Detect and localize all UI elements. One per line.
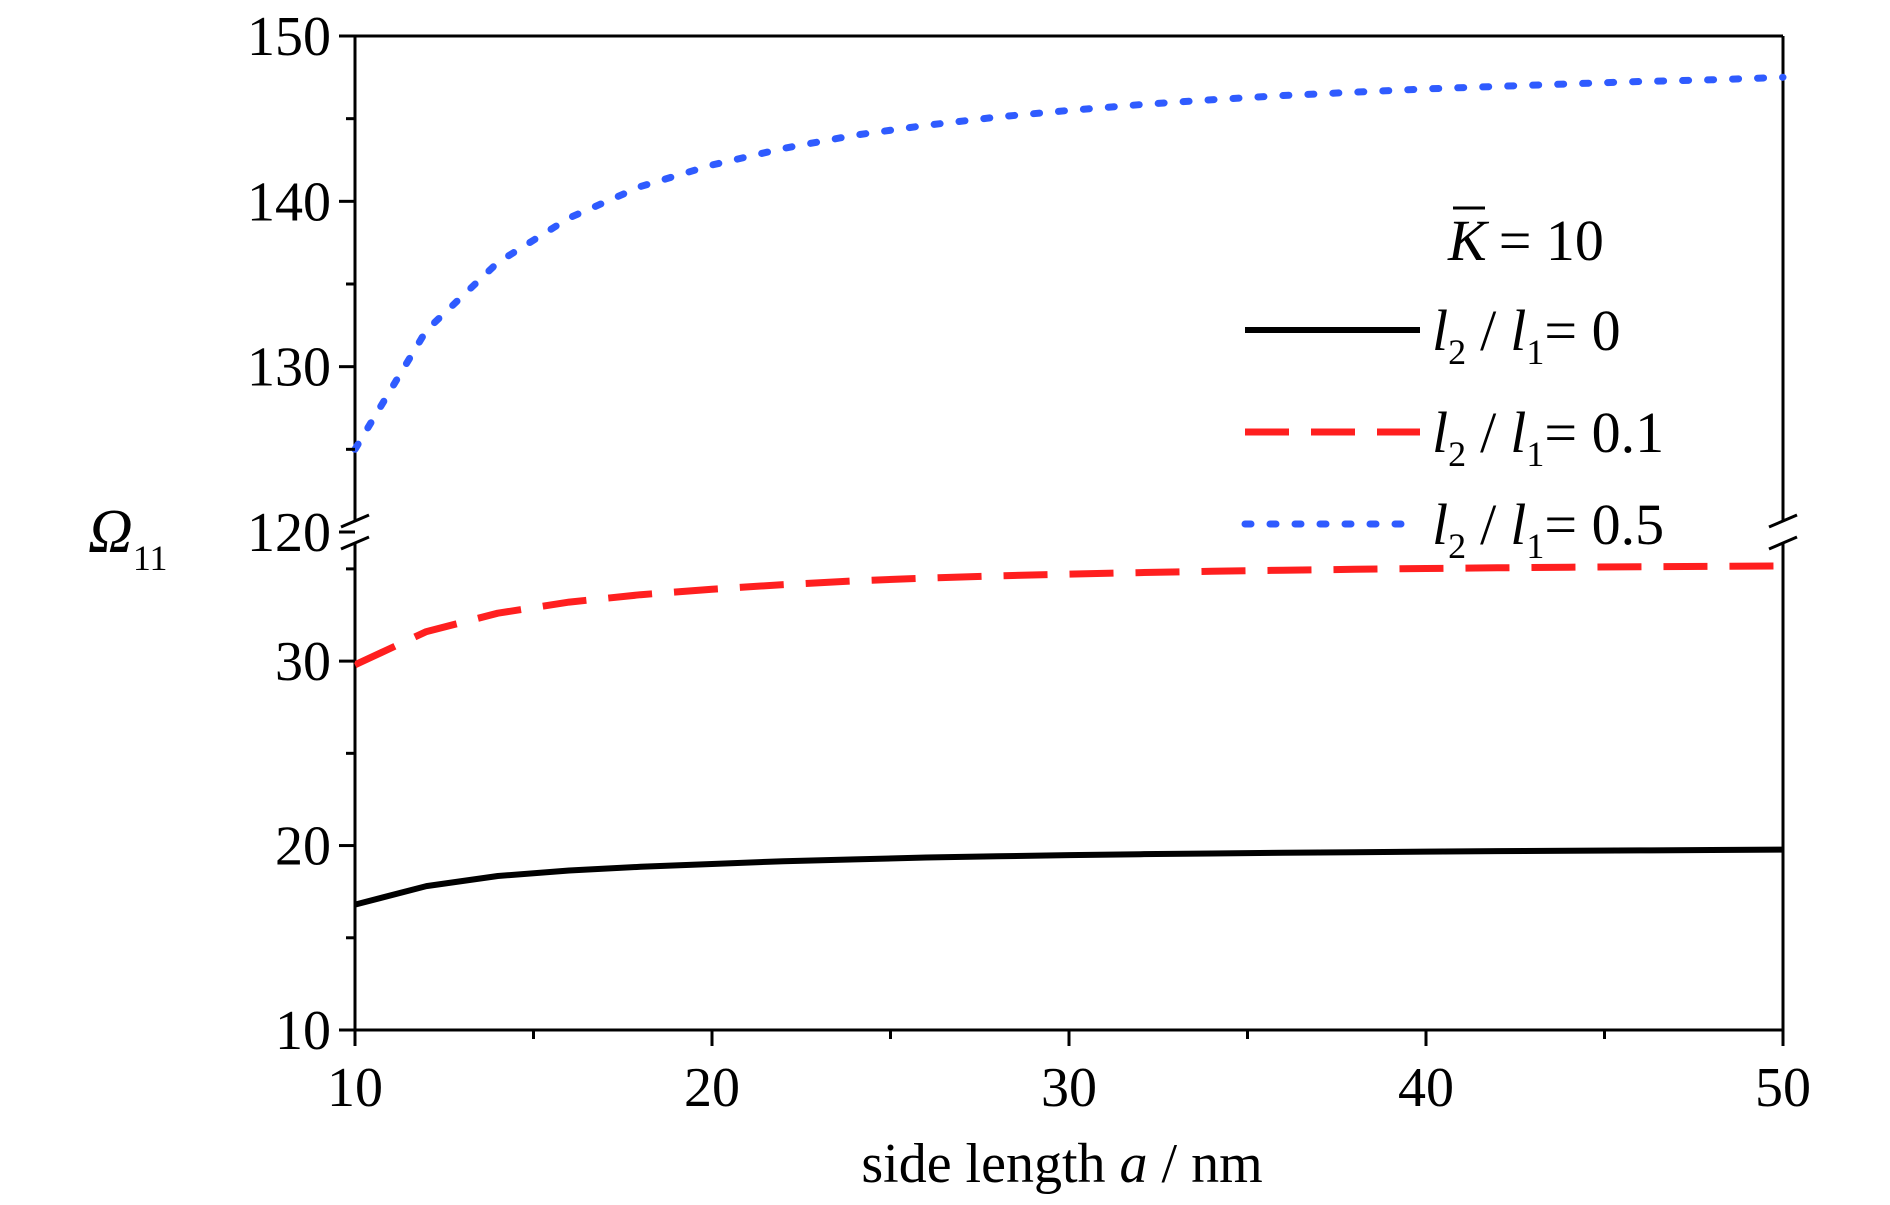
x-tick-label: 40 — [1398, 1057, 1454, 1119]
x-tick-label: 50 — [1755, 1057, 1811, 1119]
y-tick-label: 10 — [275, 1000, 331, 1062]
legend-header: K = 10 — [1447, 208, 1604, 273]
x-tick-label: 10 — [327, 1057, 383, 1119]
axis-break-mark-right-1 — [1768, 513, 1798, 529]
x-axis-title-suffix: / nm — [1148, 1133, 1263, 1195]
axis-break-mark-left-1 — [340, 513, 370, 529]
legend-ratio-l1-sub: 1 — [1526, 332, 1544, 372]
legend-ratio-l2: l — [1432, 492, 1448, 557]
x-tick-label: 20 — [684, 1057, 740, 1119]
legend-ratio-slash: / — [1480, 298, 1497, 363]
x-axis-title-var: a — [1120, 1133, 1148, 1195]
x-tick-label: 30 — [1041, 1057, 1097, 1119]
series-line-3 — [351, 73, 1787, 453]
y-tick-label: 120 — [247, 502, 331, 564]
legend-label-2: l2/l1= 0.1 — [1432, 400, 1664, 474]
legend-ratio-l2-sub: 2 — [1448, 332, 1466, 372]
legend-series-value: 0 — [1592, 298, 1621, 363]
axis-break-mark-left-2 — [340, 535, 370, 551]
legend-ratio-eq: = — [1544, 298, 1591, 363]
y-tick-label: 30 — [275, 631, 331, 693]
legend-ratio-l1: l — [1510, 400, 1526, 465]
plot-frame — [340, 34, 1798, 1032]
series-line-2 — [353, 562, 1784, 668]
legend-label-1: l2/l1= 0 — [1432, 298, 1621, 372]
series-layer — [351, 73, 1787, 908]
legend-ratio-l2-sub: 2 — [1448, 526, 1466, 566]
y-axis-title-subscript: 11 — [133, 538, 168, 578]
y-axis-title-symbol: Ω — [88, 498, 133, 566]
y-axis-title: Ω11 — [88, 498, 168, 578]
legend-ratio-l1: l — [1510, 298, 1526, 363]
y-tick-label: 20 — [275, 816, 331, 878]
y-tick-label: 150 — [247, 6, 331, 68]
legend-ratio-l2: l — [1432, 298, 1448, 363]
legend-header-text: = 10 — [1499, 208, 1604, 273]
legend-ratio-eq: = — [1544, 400, 1591, 465]
legend-ratio-slash: / — [1480, 492, 1497, 557]
legend-ratio-l1: l — [1510, 492, 1526, 557]
legend-series-value: 0.5 — [1592, 492, 1665, 557]
legend-series-value: 0.1 — [1592, 400, 1665, 465]
legend-ratio-l1-sub: 1 — [1526, 526, 1544, 566]
legend-ratio-l2: l — [1432, 400, 1448, 465]
axis-break-mark-right-2 — [1768, 535, 1798, 551]
legend-ratio-l1-sub: 1 — [1526, 434, 1544, 474]
x-axis-title: side length a / nm — [861, 1133, 1262, 1195]
legend-header-symbol: K — [1447, 208, 1490, 273]
series-line-1 — [354, 846, 1784, 908]
legend-ratio-l2-sub: 2 — [1448, 434, 1466, 474]
legend-ratio-eq: = — [1544, 492, 1591, 557]
x-axis-title-prefix: side length — [861, 1133, 1119, 1195]
y-tick-label: 140 — [247, 171, 331, 233]
legend-ratio-slash: / — [1480, 400, 1497, 465]
y-tick-label: 130 — [247, 337, 331, 399]
legend-label-3: l2/l1= 0.5 — [1432, 492, 1664, 566]
